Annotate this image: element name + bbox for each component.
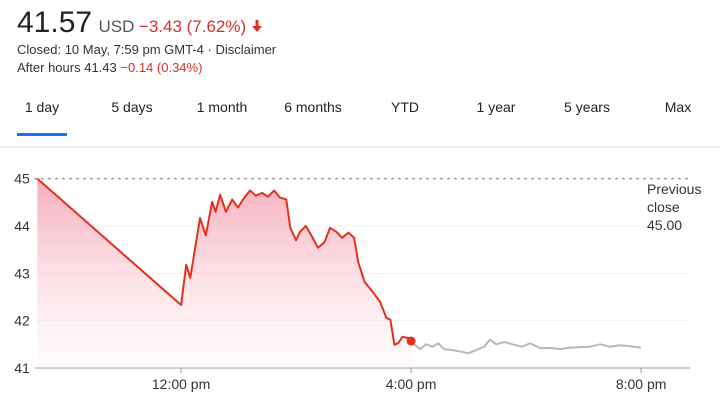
disclaimer[interactable]: Disclaimer [215,42,277,57]
tab[interactable]: 6 months [284,99,342,115]
previous-close-value: 45.00 [647,217,683,233]
price-line [36,177,412,346]
tab[interactable]: Max [665,99,691,115]
area [37,178,412,368]
price: 41.57 [17,6,93,39]
change: −3.43 (7.62%) [138,17,247,36]
tab[interactable]: 5 days [111,99,152,115]
tab[interactable]: YTD [391,99,419,115]
tab[interactable]: 1 year [477,99,516,115]
down-arrow [251,20,262,32]
closed-line: Closed: 10 May, 7:59 pm GMT-4 · Disclaim… [17,42,277,57]
quote-line: 41.57 USD −3.43 (7.62%) [17,6,263,40]
tab-underline [17,133,67,136]
y-tick-label: 43 [14,265,30,281]
previous-close: Previous close 45.00 [647,180,709,234]
tab[interactable]: 1 day [25,99,59,115]
x-tick-label: 12:00 pm [152,376,210,392]
y-tick-label: 45 [14,171,30,187]
y-tick-label: 41 [14,360,30,376]
y-tick-label: 42 [14,313,30,329]
price-line [410,338,642,355]
previous-close-text: Previous close [647,181,702,215]
after-hours-price: 41.43 [84,60,117,75]
close-dot [406,336,416,346]
after-hours-line: After hours 41.43 −0.14 (0.34%) [17,60,202,75]
x-tick-label: 8:00 pm [616,376,667,392]
closed: Closed: 10 May, 7:59 pm GMT-4 [17,42,204,57]
x-tick-label: 4:00 pm [386,376,437,392]
y-tick-label: 44 [14,218,30,234]
tab[interactable]: 5 years [564,99,610,115]
tab[interactable]: 1 month [197,99,248,115]
currency: USD [98,17,135,36]
after-hours-label: After hours [17,60,81,75]
after-hours-change: −0.14 (0.34%) [120,60,203,75]
